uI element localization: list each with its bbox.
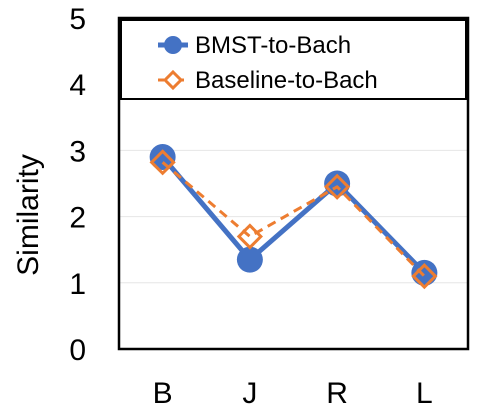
series-line-bmst	[160, 155, 427, 275]
series-baseline	[149, 149, 438, 290]
x-tick-label-L: L	[416, 377, 433, 410]
x-tick-label-R: R	[326, 377, 348, 410]
y-tick-label-4: 4	[69, 69, 86, 102]
y-tick-label-3: 3	[69, 135, 86, 168]
x-tick-label-J: J	[242, 377, 257, 410]
legend: BMST-to-Bach Baseline-to-Bach	[120, 19, 467, 100]
series-line-baseline	[161, 161, 426, 278]
point-baseline-R	[324, 173, 351, 200]
y-tick-label-1: 1	[69, 268, 86, 301]
legend-label-bmst: BMST-to-Bach	[195, 32, 351, 59]
legend-label-baseline: Baseline-to-Bach	[195, 67, 378, 94]
point-bmst-J	[236, 246, 263, 273]
legend-box	[120, 19, 467, 100]
y-tick-label-5: 5	[69, 3, 86, 36]
legend-item-baseline: Baseline-to-Bach	[158, 67, 378, 94]
series-layer	[149, 144, 438, 290]
point-baseline-B	[149, 149, 176, 176]
x-tick-label-B: B	[153, 377, 173, 410]
plot-area-border	[117, 16, 470, 351]
point-baseline-J	[236, 223, 263, 250]
point-bmst-B	[149, 144, 176, 171]
legend-marker-bmst	[164, 36, 182, 54]
y-tick-label-2: 2	[69, 202, 86, 235]
point-baseline-L	[411, 263, 438, 290]
y-tick-labels: 0 1 2 3 4 5	[69, 3, 86, 367]
y-axis-title: Similarity	[12, 154, 45, 276]
legend-item-bmst: BMST-to-Bach	[158, 32, 351, 59]
y-tick-label-0: 0	[69, 334, 86, 367]
legend-marker-baseline	[162, 69, 184, 91]
